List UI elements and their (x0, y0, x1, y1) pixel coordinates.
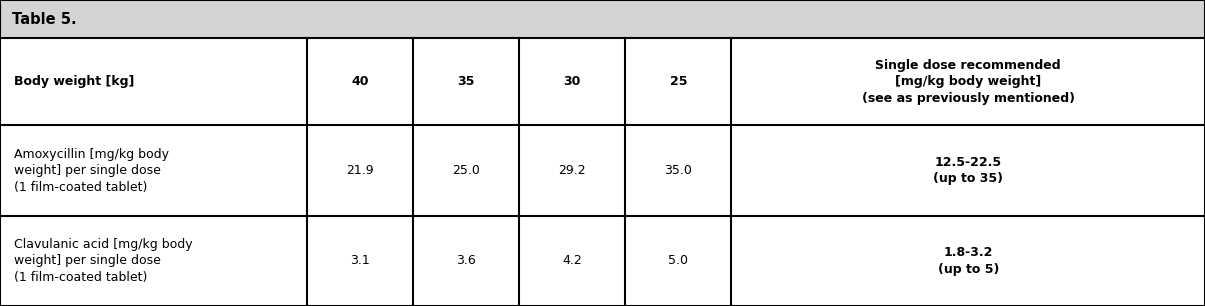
Bar (0, 0, 1205, 38)
Text: 21.9: 21.9 (347, 164, 374, 177)
Text: 35.0: 35.0 (664, 164, 693, 177)
Text: Clavulanic acid [mg/kg body
weight] per single dose
(1 film-coated tablet): Clavulanic acid [mg/kg body weight] per … (14, 238, 193, 284)
Text: 35: 35 (458, 75, 475, 88)
Text: 30: 30 (564, 75, 581, 88)
Bar (0, 38, 1205, 306)
Text: Single dose recommended
[mg/kg body weight]
(see as previously mentioned): Single dose recommended [mg/kg body weig… (862, 59, 1075, 105)
Text: Body weight [kg]: Body weight [kg] (14, 75, 135, 88)
Text: 25.0: 25.0 (452, 164, 481, 177)
Text: Amoxycillin [mg/kg body
weight] per single dose
(1 film-coated tablet): Amoxycillin [mg/kg body weight] per sing… (14, 147, 170, 194)
Text: 25: 25 (670, 75, 687, 88)
Text: 12.5-22.5
(up to 35): 12.5-22.5 (up to 35) (933, 156, 1004, 185)
Text: 3.1: 3.1 (351, 254, 370, 267)
Text: 5.0: 5.0 (669, 254, 688, 267)
Text: 4.2: 4.2 (563, 254, 582, 267)
Text: 29.2: 29.2 (559, 164, 586, 177)
Text: 3.6: 3.6 (457, 254, 476, 267)
Text: 1.8-3.2
(up to 5): 1.8-3.2 (up to 5) (937, 246, 999, 276)
Text: 40: 40 (352, 75, 369, 88)
Text: Table 5.: Table 5. (12, 12, 77, 27)
